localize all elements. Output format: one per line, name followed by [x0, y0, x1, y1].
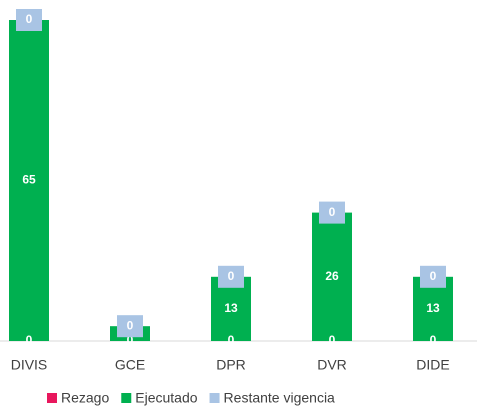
legend-label: Ejecutado — [135, 390, 197, 406]
value-label: 0 — [329, 205, 336, 219]
bar — [9, 20, 49, 341]
value-label-box — [218, 265, 244, 288]
value-label: 26 — [325, 269, 339, 283]
value-label: 0 — [430, 269, 437, 283]
x-tick-label: DVR — [317, 357, 347, 373]
legend-label: Restante vigencia — [224, 390, 336, 406]
value-label-box — [319, 201, 345, 224]
value-label: 13 — [224, 301, 238, 315]
value-label: 65 — [22, 173, 36, 187]
legend-swatch — [121, 393, 132, 403]
value-label: 0 — [127, 333, 134, 347]
value-label-box — [16, 9, 42, 31]
value-label-box — [117, 315, 143, 338]
x-tick-label: DIDE — [416, 357, 449, 373]
x-tick-label: GCE — [115, 357, 145, 373]
x-tick-label: DIVIS — [11, 357, 48, 373]
value-label: 0 — [228, 269, 235, 283]
value-label: 13 — [426, 301, 440, 315]
value-label: 0 — [26, 12, 33, 26]
value-label-box — [420, 265, 446, 288]
legend-swatch — [47, 393, 57, 403]
value-label: 0 — [329, 333, 336, 347]
value-label: 0 — [127, 318, 134, 332]
value-label: 0 — [430, 333, 437, 347]
legend-label: Rezago — [61, 390, 109, 406]
x-tick-label: DPR — [216, 357, 246, 373]
legend-swatch — [209, 393, 220, 403]
value-label: 0 — [228, 333, 235, 347]
value-label: 0 — [26, 333, 33, 347]
bar — [312, 212, 352, 341]
